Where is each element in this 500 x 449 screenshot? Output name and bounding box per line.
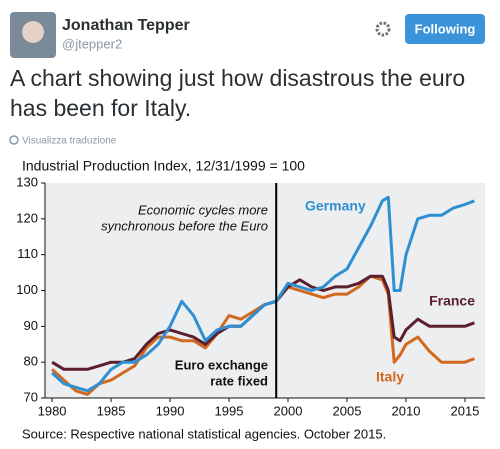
gear-icon[interactable] (375, 21, 391, 37)
y-tick-label: 130 (16, 174, 38, 189)
y-tick-label: 80 (24, 354, 38, 369)
globe-icon (9, 135, 19, 145)
y-tick-label: 110 (17, 246, 38, 261)
y-tick-label: 120 (16, 210, 38, 225)
annotation: synchronous before the Euro (101, 218, 268, 233)
x-tick-label: 1980 (38, 403, 67, 418)
x-tick-label: 2010 (392, 403, 421, 418)
translate-link[interactable]: Visualizza traduzione (22, 136, 117, 147)
x-tick-label: 2000 (274, 403, 303, 418)
annotation: Economic cycles more (138, 202, 268, 217)
series-label: Germany (305, 198, 366, 214)
series-label: France (429, 293, 475, 309)
tweet-text: A chart showing just how disastrous the … (10, 65, 465, 91)
annotation: Euro exchange (175, 357, 268, 372)
tweet-text: has been for Italy. (10, 95, 191, 121)
user-name[interactable]: Jonathan Tepper (62, 17, 190, 34)
x-tick-label: 2015 (450, 403, 479, 418)
annotation: rate fixed (210, 373, 268, 388)
follow-button[interactable] (405, 14, 485, 44)
x-tick-label: 2005 (333, 403, 362, 418)
series-label: Italy (376, 369, 404, 385)
chart-title: Industrial Production Index, 12/31/1999 … (22, 158, 305, 174)
chart-source: Source: Respective national statistical … (22, 426, 386, 441)
x-tick-label: 1995 (215, 403, 244, 418)
user-handle[interactable]: @jtepper2 (62, 36, 122, 51)
x-tick-label: 1985 (97, 403, 126, 418)
avatar-face (22, 21, 44, 43)
y-tick-label: 100 (16, 282, 38, 297)
y-tick-label: 90 (24, 318, 38, 333)
y-tick-label: 70 (24, 389, 38, 404)
follow-button-label: Following (415, 21, 476, 36)
x-tick-label: 1990 (156, 403, 185, 418)
